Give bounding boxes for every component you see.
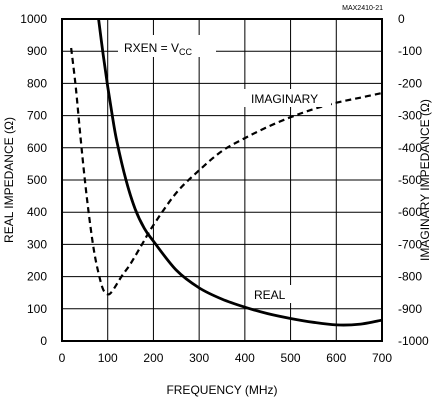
y-tick-label: 1000: [20, 12, 47, 26]
y-tick-label: 400: [27, 205, 47, 219]
y-tick-label: 200: [27, 270, 47, 284]
x-tick-label: 500: [281, 351, 301, 365]
y-tick-label: 800: [27, 76, 47, 90]
real-label-bg: [250, 285, 296, 303]
y2-axis-label: IMAGINARY IMPEDANCE (Ω): [418, 99, 432, 261]
condition-sub: CC: [179, 47, 192, 57]
x-tick-label: 700: [372, 351, 392, 365]
x-tick-label: 600: [326, 351, 346, 365]
series-layer: [70, 18, 383, 327]
chart-note: MAX2410-21: [342, 5, 383, 12]
x-tick-label: 300: [189, 351, 209, 365]
series-label-imaginary: IMAGINARY: [251, 92, 318, 106]
y-tick-label: 300: [27, 237, 47, 251]
x-tick-label: 200: [143, 351, 163, 365]
y2-tick-label: -500: [398, 173, 422, 187]
x-tick-label: 0: [59, 351, 66, 365]
x-tick-label: 400: [235, 351, 255, 365]
y-tick-label: 500: [27, 173, 47, 187]
y2-tick-label: -400: [398, 141, 422, 155]
x-tick-label: 100: [98, 351, 118, 365]
y2-tick-label: -800: [398, 270, 422, 284]
y2-tick-label: 0: [398, 12, 405, 26]
tick-labels: 0 100 200 300 400 500 600 700 0 100 200 300 400 500 60…: [20, 12, 429, 365]
y-tick-label: 100: [27, 302, 47, 316]
condition-label: RXEN = VCC: [118, 35, 216, 57]
y2-tick-label: -100: [398, 44, 422, 58]
y2-tick-label: -700: [398, 237, 422, 251]
y-tick-label: 0: [40, 334, 47, 348]
y2-tick-label: -600: [398, 205, 422, 219]
y2-tick-label: -200: [398, 76, 422, 90]
condition-main: RXEN = V: [124, 41, 179, 55]
series-line-real: [97, 18, 383, 327]
y-tick-label: 900: [27, 44, 47, 58]
y2-tick-label: -900: [398, 302, 422, 316]
series-line-imaginary: [70, 47, 383, 296]
svg-text:RXEN = VCC: RXEN = VCC: [124, 41, 193, 57]
y-tick-label: 600: [27, 141, 47, 155]
plot-frame: [61, 18, 383, 342]
grid: [62, 19, 382, 341]
imaginary-label-bg: [243, 89, 331, 107]
x-axis-label: FREQUENCY (MHz): [166, 383, 277, 397]
series-label-real: REAL: [254, 288, 286, 302]
y-tick-label: 700: [27, 109, 47, 123]
y2-tick-label: -300: [398, 109, 422, 123]
y2-tick-label: -1000: [398, 334, 429, 348]
y-axis-label: REAL IMPEDANCE (Ω): [2, 117, 16, 243]
